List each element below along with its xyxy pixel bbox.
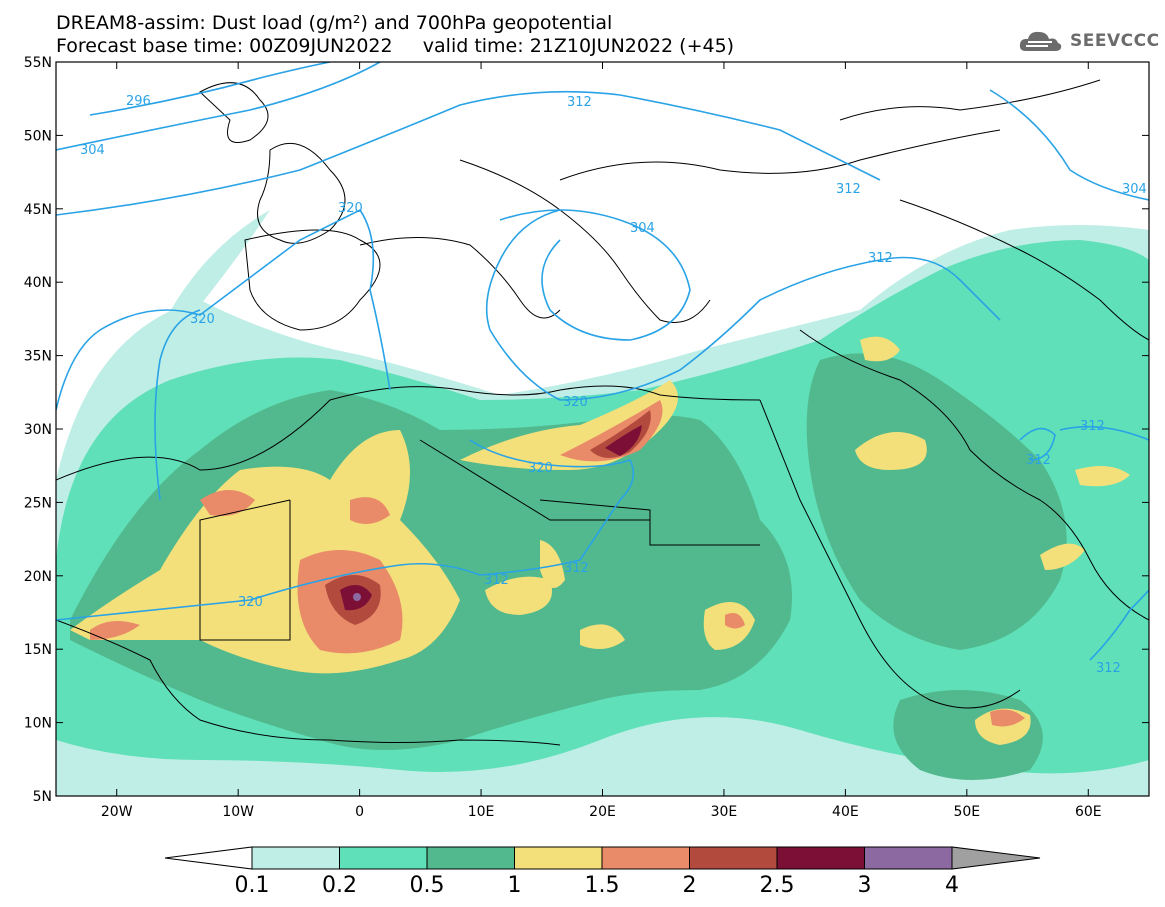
lat-tick-label: 35N (24, 349, 52, 365)
lon-tick-label: 30E (711, 804, 738, 820)
dust-field (56, 210, 1149, 796)
colorbar-level-label: 1 (507, 873, 522, 898)
contour-label: 312 (868, 251, 893, 266)
lat-tick-label: 10N (24, 716, 52, 732)
contour-label: 312 (564, 561, 589, 576)
seevccc-logo: SEEVCCC (1018, 26, 1160, 56)
contour-label: 320 (528, 461, 553, 476)
colorbar-level-label: 0.2 (322, 873, 357, 898)
colorbar-level-label: 3 (857, 873, 872, 898)
lon-tick-label: 40E (832, 804, 859, 820)
lat-tick-label: 15N (24, 642, 52, 658)
lon-tick-label: 50E (953, 804, 980, 820)
contour-label-extra: 312 (1096, 661, 1121, 676)
colorbar-box (251, 846, 340, 870)
dust-level-3 (353, 593, 361, 601)
contour-label: 320 (190, 312, 215, 327)
contour-labels: 296 304 312 312 304 304 320 320 312 320 … (80, 94, 1147, 676)
colorbar-box (601, 846, 690, 870)
lat-tick-label: 45N (24, 202, 52, 218)
colorbar-box (339, 846, 428, 870)
colorbar-under-triangle (164, 846, 253, 870)
lon-ticks: 20W 10W 0 10E 20E 30E 40E 50E 60E (101, 62, 1102, 820)
colorbar-level-label: 0.1 (234, 873, 270, 898)
colorbar-box (514, 846, 603, 870)
lon-tick-label: 20E (589, 804, 616, 820)
colorbar-box (776, 846, 865, 870)
colorbar-box (689, 846, 778, 870)
contour-label: 312 (484, 573, 509, 588)
lon-tick-label: 20W (101, 804, 133, 820)
colorbar-box (426, 846, 515, 870)
map-subtitle: Forecast base time: 00Z09JUN2022 valid t… (56, 35, 735, 57)
lat-tick-label: 25N (24, 495, 52, 511)
lat-tick-label: 20N (24, 569, 52, 585)
colorbar-over-triangle (951, 846, 1041, 870)
colorbar (164, 846, 1041, 870)
colorbar-level-label: 2.5 (759, 873, 795, 898)
contour-label: 312 (1026, 453, 1051, 468)
contour-label: 320 (563, 395, 588, 410)
lat-tick-label: 50N (24, 128, 52, 144)
colorbar-level-label: 4 (945, 873, 959, 898)
lat-tick-label: 5N (33, 789, 52, 805)
logo-text: SEEVCCC (1070, 31, 1160, 51)
cloud-icon (1019, 31, 1062, 51)
colorbar-box (864, 846, 953, 870)
contour-label: 296 (126, 94, 151, 109)
contour-label: 304 (80, 143, 105, 158)
contour-label: 304 (630, 221, 655, 236)
colorbar-level-label: 1.5 (584, 873, 620, 898)
colorbar-level-label: 2 (682, 873, 697, 898)
lon-tick-label: 10W (222, 804, 254, 820)
contour-label: 312 (836, 182, 861, 197)
lat-tick-label: 40N (24, 275, 52, 291)
lat-tick-label: 55N (24, 55, 52, 71)
lon-tick-label: 10E (468, 804, 495, 820)
contour-label: 320 (238, 595, 263, 610)
contour-label: 312 (567, 95, 592, 110)
lat-tick-label: 30N (24, 422, 52, 438)
contour-label-extra: 312 (1080, 419, 1105, 434)
lon-tick-label: 0 (355, 804, 364, 820)
colorbar-level-label: 0.5 (409, 873, 445, 898)
lon-tick-label: 60E (1075, 804, 1102, 820)
geopotential-contours (56, 62, 1149, 661)
contour-label: 304 (1122, 182, 1147, 197)
map-title: DREAM8-assim: Dust load (g/m²) and 700hP… (56, 12, 613, 34)
coastlines (56, 79, 1149, 746)
lat-ticks: 55N 50N 45N 40N 35N 30N 25N 20N 15N 10N 5N (24, 55, 1149, 805)
contour-label: 320 (338, 201, 363, 216)
